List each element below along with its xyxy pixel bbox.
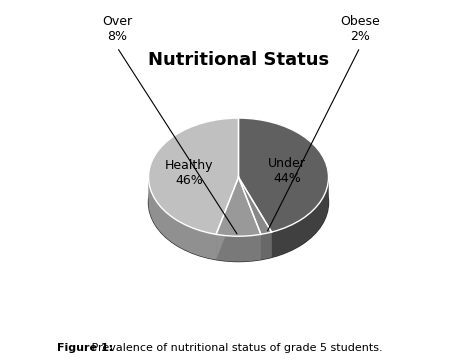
Polygon shape <box>238 177 260 260</box>
Polygon shape <box>260 232 271 260</box>
Text: Under
44%: Under 44% <box>268 157 306 185</box>
Polygon shape <box>148 118 238 201</box>
Text: Prevalence of nutritional status of grade 5 students.: Prevalence of nutritional status of grad… <box>88 343 382 353</box>
Text: Over
8%: Over 8% <box>102 15 132 43</box>
Ellipse shape <box>148 143 328 261</box>
Polygon shape <box>148 118 238 234</box>
Polygon shape <box>238 177 271 257</box>
Polygon shape <box>148 177 216 260</box>
Polygon shape <box>271 179 328 257</box>
Polygon shape <box>238 118 328 202</box>
Text: Nutritional Status: Nutritional Status <box>148 51 328 69</box>
Polygon shape <box>238 177 260 260</box>
Polygon shape <box>238 118 328 232</box>
Polygon shape <box>238 177 271 234</box>
Polygon shape <box>216 177 238 260</box>
Text: Figure 1:: Figure 1: <box>57 343 113 353</box>
Polygon shape <box>216 177 238 260</box>
Text: Healthy
46%: Healthy 46% <box>165 159 213 187</box>
Polygon shape <box>216 177 260 236</box>
Text: Obese
2%: Obese 2% <box>339 15 379 43</box>
Polygon shape <box>238 177 271 257</box>
Polygon shape <box>216 234 260 261</box>
